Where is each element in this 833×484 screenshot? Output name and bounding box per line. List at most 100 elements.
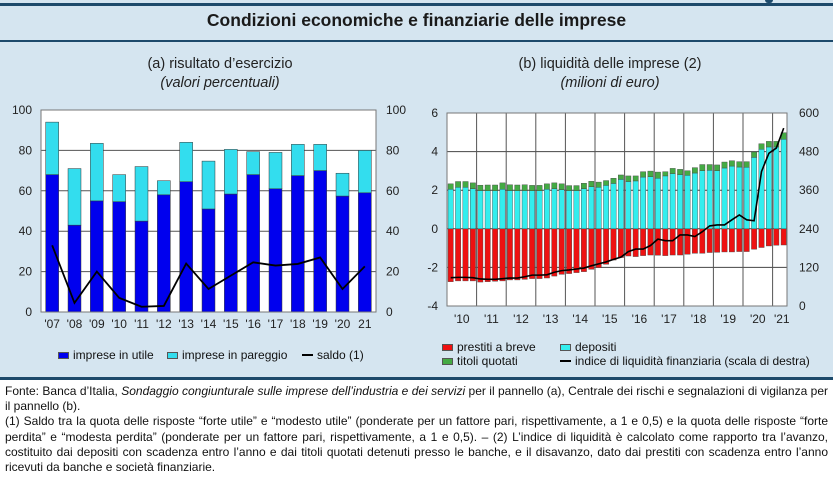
bar-prestiti-a-breve	[721, 228, 728, 253]
bar-titoli-quotati	[766, 141, 772, 148]
bar-depositi	[558, 189, 565, 230]
bar-depositi	[736, 166, 743, 229]
bar-titoli-quotati	[677, 169, 683, 175]
legend-label: indice di liquidità finanziaria (scala d…	[575, 354, 810, 368]
x-tick-label: '20	[335, 317, 351, 331]
bar-prestiti-a-breve	[632, 228, 639, 257]
y2-tick-label: 0	[799, 299, 806, 313]
bar-titoli-quotati	[484, 184, 491, 191]
bar-prestiti-a-breve	[706, 228, 713, 253]
bar-prestiti-a-breve	[470, 228, 476, 282]
y2-tick-label: 0	[386, 305, 393, 319]
legend-item-utile: imprese in utile	[58, 348, 154, 362]
x-tick-label: 21	[358, 317, 372, 331]
bar-prestiti-a-breve	[655, 228, 661, 256]
bar-titoli-quotati	[566, 185, 572, 191]
bar-depositi	[677, 174, 683, 230]
bar-prestiti-a-breve	[684, 228, 691, 255]
bar-depositi	[588, 186, 595, 229]
bar-titoli-quotati	[714, 164, 720, 171]
x-tick-label: '07	[44, 317, 60, 331]
bar-depositi	[706, 170, 713, 229]
bar-titoli-quotati	[736, 161, 743, 168]
bar-prestiti-a-breve	[640, 228, 646, 256]
y-tick-label: 40	[19, 224, 33, 238]
legend-label: saldo (1)	[317, 348, 364, 362]
x-tick-label: '20	[750, 312, 766, 326]
bar-prestiti-a-breve	[455, 228, 461, 282]
x-tick-label: '19	[312, 317, 328, 331]
legend-line-indice	[560, 360, 571, 362]
y2-tick-label: 120	[799, 260, 819, 274]
x-tick-label: '14	[572, 312, 588, 326]
chart-b-title: (b) liquidità delle imprese (2)	[518, 56, 702, 72]
bar-titoli-quotati	[684, 170, 691, 176]
y-tick-label: 0	[431, 222, 438, 236]
bar-prestiti-a-breve	[514, 228, 521, 281]
line-indice-liquidita	[450, 127, 785, 281]
y2-tick-label: 480	[799, 145, 819, 159]
bar-prestiti-a-breve	[595, 228, 602, 268]
bar-prestiti-a-breve	[662, 228, 669, 256]
bar-prestiti-a-breve	[647, 228, 654, 256]
bar-prestiti-a-breve	[484, 228, 491, 282]
bar-depositi	[655, 178, 661, 229]
bar-titoli-quotati	[729, 160, 735, 167]
bar-prestiti-a-breve	[507, 228, 513, 281]
bar-prestiti-a-breve	[780, 228, 787, 246]
legend-label: depositi	[575, 340, 617, 354]
x-tick-label: '15	[602, 312, 618, 326]
x-tick-label: '12	[156, 317, 172, 331]
bar-prestiti-a-breve	[499, 228, 506, 282]
bar-titoli-quotati	[595, 181, 602, 188]
page-title: Condizioni economiche e finanziarie dell…	[206, 10, 627, 30]
bar-depositi	[521, 190, 528, 229]
bar-prestiti-a-breve	[447, 228, 454, 282]
bar-titoli-quotati	[625, 175, 632, 182]
bar-prestiti-a-breve	[529, 228, 535, 279]
bar-imprese-in-pareggio	[313, 144, 327, 171]
bar-depositi	[692, 172, 698, 229]
bar-titoli-quotati	[447, 183, 454, 190]
bar-depositi	[529, 190, 535, 230]
y-tick-label: -4	[427, 299, 438, 313]
bar-prestiti-a-breve	[558, 228, 565, 275]
bar-depositi	[669, 173, 676, 230]
bar-titoli-quotati	[558, 183, 565, 190]
y-tick-label: 4	[431, 145, 438, 159]
legend-item-saldo: saldo (1)	[302, 348, 364, 362]
bar-titoli-quotati	[544, 183, 550, 190]
top-rule	[0, 3, 833, 6]
y-tick-label: 6	[431, 106, 438, 120]
x-tick-label: '17	[661, 312, 677, 326]
line-saldo	[51, 245, 366, 308]
bar-titoli-quotati	[492, 184, 498, 191]
bar-depositi	[566, 190, 572, 229]
bar-depositi	[714, 170, 720, 229]
bar-imprese-in-pareggio	[224, 149, 238, 195]
legend-swatch-utile	[58, 351, 69, 359]
legend-swatch-prestiti	[442, 343, 453, 351]
bar-titoli-quotati	[581, 183, 587, 189]
x-tick-label: '16	[632, 312, 648, 326]
bar-depositi	[544, 189, 550, 229]
bar-depositi	[625, 181, 632, 229]
bar-imprese-in-pareggio	[358, 150, 372, 194]
legend-swatch-pareggio	[167, 351, 178, 359]
bar-titoli-quotati	[743, 161, 750, 168]
bar-depositi	[647, 176, 654, 230]
legend-label: prestiti a breve	[457, 340, 536, 354]
x-tick-label: '09	[89, 317, 105, 331]
legend-item-indice: indice di liquidità finanziaria (scala d…	[560, 354, 810, 368]
bar-imprese-in-pareggio	[157, 180, 171, 196]
bar-titoli-quotati	[470, 182, 476, 189]
bar-prestiti-a-breve	[677, 228, 683, 256]
bar-depositi	[492, 190, 498, 230]
y2-tick-label: 600	[799, 106, 819, 120]
bar-imprese-in-pareggio	[134, 166, 149, 222]
x-tick-label: '16	[245, 317, 261, 331]
x-tick-label: '08	[67, 317, 83, 331]
legend-label: titoli quotati	[457, 354, 518, 368]
bar-prestiti-a-breve	[714, 228, 720, 253]
bar-titoli-quotati	[462, 181, 469, 188]
